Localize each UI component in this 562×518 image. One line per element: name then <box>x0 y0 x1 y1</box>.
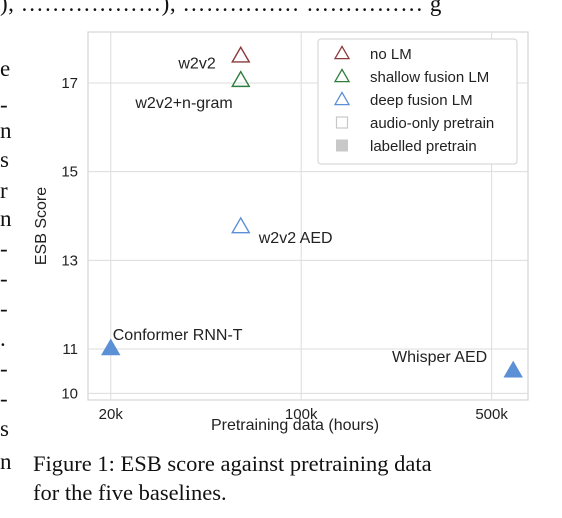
y-tick-label: 13 <box>61 252 78 269</box>
y-tick-label: 17 <box>61 75 78 92</box>
adjacent-column-fragment: s <box>0 416 9 441</box>
legend-marker <box>333 45 351 60</box>
data-point-label: Whisper AED <box>392 349 487 366</box>
adjacent-column-fragment: - <box>0 236 8 261</box>
data-point-marker <box>101 338 121 356</box>
data-point-marker <box>231 70 251 88</box>
legend-marker <box>333 91 351 106</box>
adjacent-column-fragment: - <box>0 92 8 117</box>
x-tick-label: 100k <box>285 406 318 423</box>
adjacent-column-fragment: s <box>0 147 9 172</box>
data-point-label: w2v2 <box>177 55 215 72</box>
adjacent-column-fragment: n <box>0 449 12 474</box>
y-axis-label: ESB Score <box>33 187 50 265</box>
y-tick-label: 11 <box>62 341 78 358</box>
data-point-marker <box>503 360 523 378</box>
legend-marker <box>333 68 351 83</box>
figure-caption: Figure 1: ESB score against pretraining … <box>33 449 553 507</box>
x-tick-label: 500k <box>475 406 508 423</box>
y-tick-label: 10 <box>61 385 78 402</box>
legend-marker <box>336 139 348 152</box>
data-point-marker <box>231 45 251 63</box>
caption-line-2: for the five baselines. <box>33 480 227 505</box>
legend-label: deep fusion LM <box>370 92 473 109</box>
legend-label: labelled pretrain <box>370 138 477 155</box>
x-axis-label: Pretraining data (hours) <box>211 417 379 434</box>
data-point-marker <box>231 216 251 234</box>
esb-score-chart: 10 11 13 15 17 20k 100k 500k Pretraining data (h… <box>33 31 529 434</box>
adjacent-column-fragment: . <box>0 326 6 351</box>
adjacent-column-fragment: e <box>0 56 11 81</box>
legend-marker <box>335 116 349 129</box>
data-point-label: w2v2+n-gram <box>134 95 232 112</box>
legend-box <box>317 38 518 165</box>
y-tick-label: 15 <box>61 164 78 181</box>
adjacent-column-fragment: - <box>0 356 8 381</box>
legend-label: audio-only pretrain <box>370 115 494 132</box>
adjacent-column-fragment: - <box>0 266 8 291</box>
adjacent-column-fragment: - <box>0 386 8 411</box>
data-point-label: w2v2 AED <box>258 230 333 247</box>
data-point-label: Conformer RNN-T <box>113 327 243 344</box>
adjacent-column-fragment: n <box>0 118 12 143</box>
legend-label: no LM <box>370 46 412 63</box>
adjacent-column-fragment: r <box>0 178 8 203</box>
caption-line-1: Figure 1: ESB score against pretraining … <box>33 451 432 476</box>
preceding-text-fragment: ), ………………), …………… …………… g <box>0 0 442 16</box>
adjacent-column-fragment: n <box>0 206 12 231</box>
x-tick-label: 20k <box>99 406 124 423</box>
adjacent-column-fragment: - <box>0 296 8 321</box>
legend-label: shallow fusion LM <box>370 69 489 86</box>
